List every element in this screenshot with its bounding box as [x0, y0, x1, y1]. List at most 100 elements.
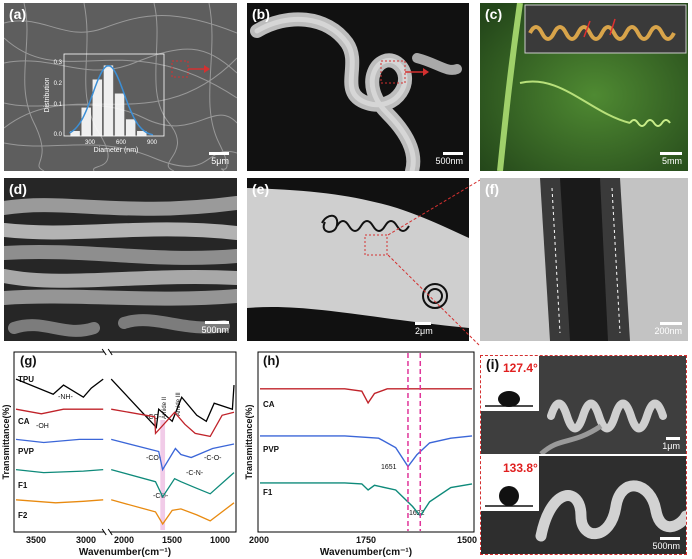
scale-bar: 5μm: [209, 152, 229, 166]
panel-i-bottom: 133.8° 500nm: [481, 456, 686, 554]
tem-helix-overview-image: [247, 178, 469, 341]
series-line-f1: [111, 468, 235, 499]
annotation: -CO-: [146, 414, 162, 421]
series-line-ca: [111, 408, 235, 438]
series-line-f2: [15, 499, 104, 504]
series-line-pvp: [111, 438, 235, 472]
annotation: -OH: [36, 423, 49, 430]
x-tick-label: 3500: [26, 535, 46, 545]
peak-label: 1622: [409, 510, 425, 517]
panel-f: (f) 200nm: [480, 178, 688, 341]
scale-bar: 2μm: [415, 322, 433, 336]
zoom-connector: [387, 179, 480, 347]
annotation: -NH-: [58, 394, 73, 401]
series-label: PVP: [263, 445, 280, 454]
axis-break-mark: [101, 348, 107, 356]
series-line-f1: [260, 482, 473, 518]
scale-bar: 500nm: [435, 152, 463, 166]
hist-xtick: 900: [147, 140, 158, 146]
annotation: Amide II: [162, 397, 168, 419]
hist-frame: [63, 53, 165, 137]
x-tick-label: 1000: [210, 535, 230, 545]
hist-bar: [81, 107, 91, 137]
panel-label: (i): [486, 356, 500, 372]
panel-h-ftir-chart: (h) Transmittance(%) Wavenumber(cm⁻¹) 20…: [243, 348, 478, 559]
hist-bar: [103, 65, 114, 137]
sem-fiber-bundle-image: [4, 178, 237, 341]
panel-label: (a): [9, 6, 27, 22]
scale-bar: 500nm: [201, 321, 229, 335]
annotation: -CO-: [146, 455, 162, 462]
panel-label: (g): [20, 353, 37, 368]
axis-break-mark: [107, 528, 113, 536]
hist-bar: [114, 93, 125, 137]
y-axis-label: Transmittance(%): [1, 404, 11, 479]
ftir-chart-h: (h) Transmittance(%) Wavenumber(cm⁻¹) 20…: [244, 351, 477, 558]
hist-ytick: 0.0: [54, 132, 63, 138]
x-tick-label: 2000: [249, 535, 269, 545]
x-axis-label: Wavenumber(cm⁻¹): [79, 547, 171, 558]
series-line-tpu: [110, 378, 235, 429]
panel-label: (c): [485, 6, 503, 22]
x-tick-label: 1750: [356, 535, 376, 545]
series-label: PVP: [18, 447, 35, 456]
tem-fiber-closeup-image: [480, 178, 688, 341]
series-line-pvp: [15, 438, 104, 444]
panel-label: (e): [252, 181, 270, 197]
scale-bar: 500nm: [652, 537, 680, 551]
hist-bar: [137, 131, 147, 137]
highlight-band: [160, 420, 166, 530]
panel-c: (c) 5mm: [480, 3, 688, 171]
panel-i: 127.4° (i) 1μm 133.8° 500nm: [480, 355, 687, 555]
panel-b: (b) 500nm: [247, 3, 469, 171]
series-line-ca: [15, 408, 104, 415]
hist-ytick: 0.3: [54, 60, 63, 66]
gaussian-fit-line: [69, 64, 154, 136]
sem-fiber-mat-image: Distribution Diameter (nm) 0.3 0.2 0.1 0…: [4, 3, 237, 171]
x-tick-label: 2000: [114, 535, 134, 545]
panel-e: (e) 2μm: [247, 178, 469, 341]
annotation: -C-O-: [204, 455, 222, 462]
hist-bar: [125, 119, 136, 137]
series-line-ca: [260, 388, 472, 405]
axis-break-mark: [107, 348, 113, 356]
x-tick-label: 1500: [162, 535, 182, 545]
ftir-chart-g: (g) Transmittance(%) Wavenumber(cm⁻¹) 35…: [1, 348, 237, 558]
panel-label: (d): [9, 181, 27, 197]
sem-helix-bottom-image: [481, 456, 686, 554]
hist-xtick: 300: [85, 140, 96, 146]
plot-frame: [257, 351, 475, 533]
panel-g-ftir-chart: (g) Transmittance(%) Wavenumber(cm⁻¹) 35…: [0, 348, 240, 559]
x-tick-label: 1500: [457, 535, 477, 545]
series-line-f2: [111, 499, 235, 526]
annotation: -C-N-: [186, 470, 204, 477]
panel-label: (h): [263, 353, 280, 368]
scale-bar: 200nm: [654, 322, 682, 336]
plant-tendril-photo: [480, 3, 688, 171]
axis-break: [104, 350, 111, 534]
y-axis-label: Transmittance(%): [244, 404, 254, 479]
series-line-f1: [15, 468, 104, 474]
peak-label: 1651: [381, 464, 397, 471]
diameter-histogram: [63, 53, 165, 137]
hist-xlabel: Diameter (nm): [94, 147, 139, 154]
hist-ytick: 0.2: [54, 81, 63, 87]
hist-xtick: 600: [116, 140, 127, 146]
hist-ylabel: Distribution: [44, 77, 51, 112]
series-label: F2: [18, 511, 28, 520]
sem-helical-fiber-image: [247, 3, 469, 171]
scale-bar: 1μm: [662, 437, 680, 451]
panel-i-top: 127.4° (i) 1μm: [481, 356, 686, 454]
series-label: F1: [18, 481, 28, 490]
series-label: TPU: [18, 375, 34, 384]
panel-label: (f): [485, 181, 499, 197]
series-label: CA: [263, 400, 275, 409]
panel-label: (b): [252, 6, 270, 22]
x-axis-label: Wavenumber(cm⁻¹): [320, 547, 412, 558]
panel-d: (d) 500nm: [4, 178, 237, 341]
series-label: CA: [18, 417, 30, 426]
contact-angle-top: 127.4°: [503, 361, 538, 375]
series-label: F1: [263, 488, 273, 497]
sem-helix-top-image: [481, 356, 686, 454]
contact-angle-bottom: 133.8°: [503, 461, 538, 475]
